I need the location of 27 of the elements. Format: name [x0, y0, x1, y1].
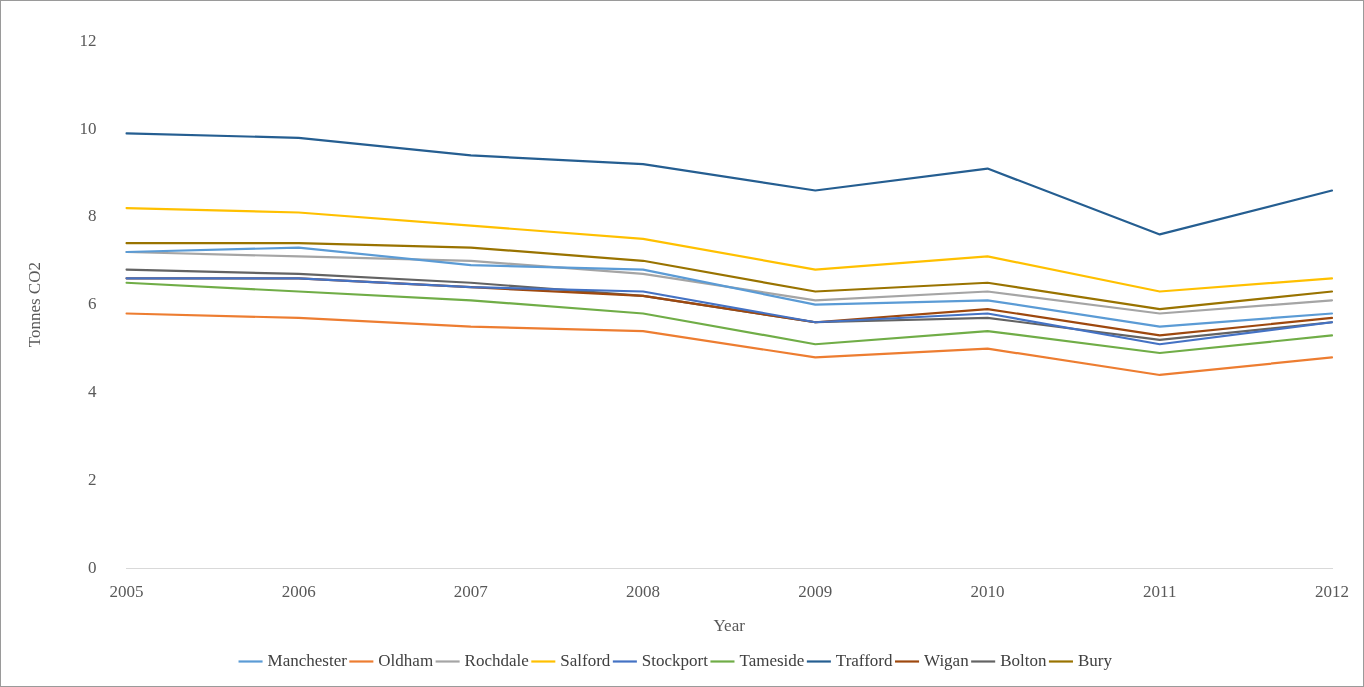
legend-label: Manchester — [267, 650, 348, 670]
legend-label: Trafford — [835, 650, 894, 670]
y-tick-label: 6 — [87, 294, 97, 314]
x-tick-label: 2007 — [453, 581, 489, 601]
y-tick-label: 12 — [79, 30, 97, 50]
y-tick-label: 8 — [87, 206, 97, 226]
x-tick-label: 2009 — [798, 581, 833, 601]
legend-label: Bury — [1077, 650, 1113, 670]
x-tick-label: 2010 — [970, 581, 1005, 601]
y-axis-title: Tonnes CO2 — [24, 262, 44, 348]
y-tick-label: 4 — [87, 382, 97, 401]
x-tick-label: 2012 — [1315, 581, 1349, 601]
x-axis-title: Year — [713, 616, 746, 636]
x-tick-label: 2006 — [281, 581, 316, 601]
legend-label: Wigan — [924, 650, 970, 670]
legend-label: Salford — [560, 650, 611, 670]
y-tick-label: 0 — [87, 557, 97, 577]
x-tick-label: 2005 — [109, 581, 144, 601]
legend-label: Oldham — [378, 650, 434, 670]
legend-label: Bolton — [1000, 650, 1047, 670]
x-tick-label: 2008 — [626, 581, 661, 601]
y-tick-label: 2 — [87, 469, 97, 489]
x-tick-label: 2011 — [1143, 581, 1177, 601]
legend-label: Tameside — [739, 650, 805, 670]
legend-label: Rochdale — [464, 650, 529, 670]
legend-label: Stockport — [641, 650, 709, 670]
y-tick-label: 10 — [79, 118, 97, 138]
